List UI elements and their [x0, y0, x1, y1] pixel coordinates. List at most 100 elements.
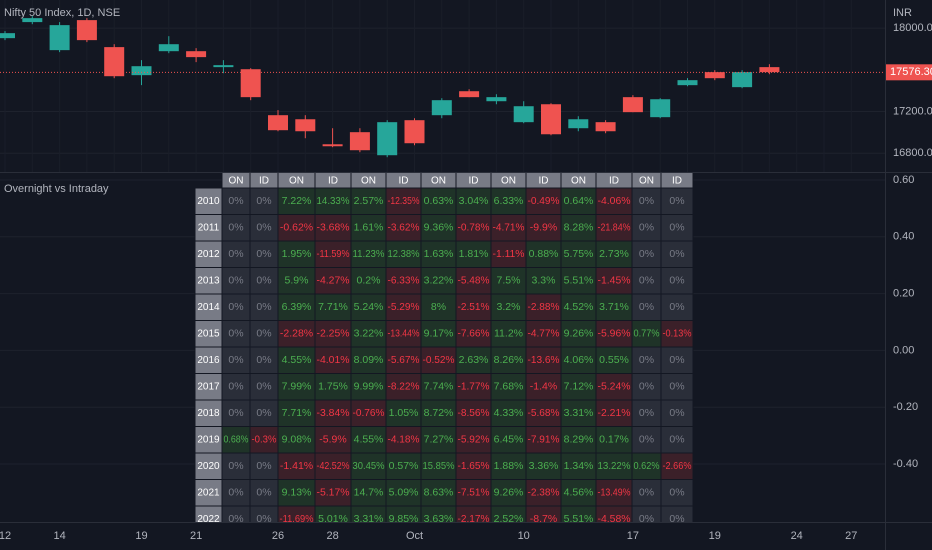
cell-value: 0%: [669, 354, 684, 366]
cell-value: 0%: [228, 328, 243, 340]
table-cell: [595, 214, 633, 242]
cell-value: 0%: [669, 222, 684, 234]
cell-value: 0%: [639, 487, 654, 499]
cell-value: 0%: [639, 248, 654, 260]
cell-value: 7.74%: [424, 381, 454, 393]
cell-value: 0%: [256, 328, 271, 340]
cell-value: 5.9%: [285, 275, 309, 287]
table-cell: [277, 452, 316, 480]
table-cell: [490, 373, 527, 401]
cell-value: 0%: [639, 354, 654, 366]
year-label: 2013: [197, 275, 220, 286]
table-cell: [420, 399, 457, 427]
cell-value: 0%: [228, 460, 243, 472]
cell-value: 6.39%: [282, 301, 312, 313]
cell-value: 3.31%: [354, 513, 384, 525]
table-cell: [420, 240, 457, 268]
cell-value: 3.71%: [599, 301, 629, 313]
table-cell: [490, 452, 527, 480]
cell-value: -9.9%: [530, 222, 557, 234]
table-cell: [525, 373, 562, 401]
cell-value: 14.7%: [354, 487, 384, 499]
cell-value: 0.2%: [357, 275, 381, 287]
table-cell: [560, 293, 597, 321]
cell-value: 6.33%: [494, 195, 524, 207]
table-cell: [595, 187, 633, 215]
cell-value: 0%: [639, 434, 654, 446]
year-cell: [194, 214, 223, 242]
cell-value: -42.52%: [317, 460, 350, 472]
last-price-label: 17576.30: [890, 66, 932, 78]
time-tick-label: 14: [53, 530, 65, 542]
cell-value: 8%: [431, 301, 446, 313]
cell-value: -5.67%: [388, 354, 420, 366]
table-cell: [490, 187, 527, 215]
indicator-pane: ON ID ON ID ON ID ON ID ON ID ON ID ON ID 2010 0% 0% 7.22…: [0, 173, 885, 525]
cell-value: 0%: [228, 381, 243, 393]
candle-body: [322, 144, 343, 147]
cell-value: 3.63%: [424, 513, 454, 525]
cell-value: -4.18%: [388, 434, 420, 446]
candle-body: [377, 122, 398, 156]
table-cell: [249, 320, 279, 348]
cell-value: 2.73%: [599, 248, 629, 260]
table-cell: [455, 426, 492, 454]
price-tick-label: 17200.00: [893, 105, 932, 117]
cell-value: 0.55%: [599, 354, 629, 366]
table-cell: [660, 426, 694, 454]
cell-value: 0.88%: [529, 248, 559, 260]
cell-value: 3.04%: [459, 195, 489, 207]
indicator-tick-label: 0.40: [893, 231, 914, 243]
year-label: 2019: [197, 434, 220, 445]
cell-value: 14.33%: [317, 195, 350, 207]
cell-value: 1.34%: [564, 460, 594, 472]
cell-value: 0.64%: [564, 195, 594, 207]
table-cell: [525, 293, 562, 321]
cell-value: 0%: [256, 407, 271, 419]
indicator-tick-label: -0.40: [893, 458, 918, 470]
cell-value: 2.52%: [494, 513, 524, 525]
cell-value: 0%: [256, 513, 271, 525]
table-cell: [350, 346, 387, 374]
cell-value: 0.68%: [224, 434, 249, 446]
table-cell: [420, 426, 457, 454]
table-cell: [660, 452, 694, 480]
table-cell: [560, 479, 597, 507]
cell-value: 9.36%: [424, 222, 454, 234]
candle-body: [104, 47, 125, 77]
axes: 16800.00 17200.00 18000.00 12 14 19 21 26 28 Oct 1…: [0, 22, 932, 542]
cell-value: -1.41%: [280, 460, 313, 472]
candle-body: [76, 20, 97, 41]
cell-value: 0%: [669, 487, 684, 499]
table-cell: [314, 214, 352, 242]
year-label: 2021: [197, 487, 220, 498]
table-cell: [525, 187, 562, 215]
cell-value: -4.77%: [528, 328, 560, 340]
candle-body: [513, 106, 534, 123]
cell-value: 0%: [639, 275, 654, 287]
candle-body: [404, 120, 425, 144]
candle-body: [459, 91, 480, 98]
price-pane: [0, 0, 885, 172]
cell-value: -2.25%: [317, 328, 350, 340]
cell-value: -5.17%: [317, 487, 350, 499]
candle-body: [0, 33, 15, 39]
cell-value: 0%: [228, 301, 243, 313]
cell-value: 0%: [669, 407, 684, 419]
table-cell: [249, 293, 279, 321]
table-cell: [455, 214, 492, 242]
cell-value: 3.31%: [564, 407, 594, 419]
time-tick-label: Oct: [406, 530, 423, 542]
cell-value: -7.51%: [458, 487, 490, 499]
year-label: 2016: [197, 355, 220, 366]
cell-value: 1.81%: [459, 248, 489, 260]
candle-body: [49, 25, 70, 51]
cell-value: 7.71%: [318, 301, 348, 313]
cell-value: -0.13%: [663, 328, 692, 340]
indicator-tick-label: 0.20: [893, 287, 914, 299]
cell-value: 0%: [228, 195, 243, 207]
header-label: ON: [289, 176, 304, 187]
cell-value: -5.9%: [319, 434, 346, 446]
cell-value: 3.22%: [354, 328, 384, 340]
table-cell: [385, 346, 422, 374]
